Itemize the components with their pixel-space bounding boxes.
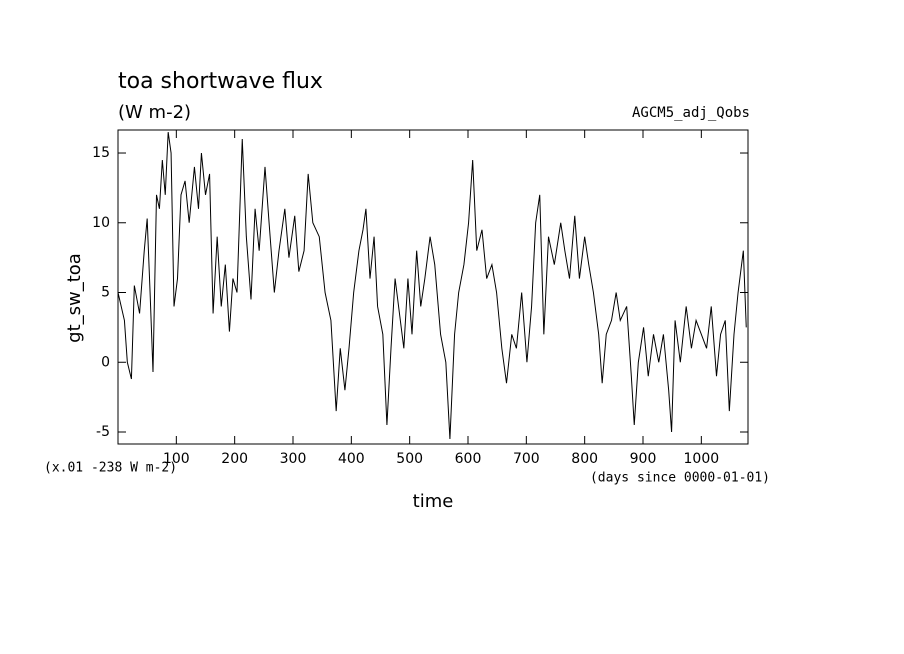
data-line [117, 132, 747, 440]
plot-frame [117, 129, 749, 445]
x-tick-label: 500 [396, 451, 423, 467]
x-tick-label: 400 [338, 451, 365, 467]
x-tick-label: 300 [280, 451, 307, 467]
x-tick-label: 100 [163, 451, 190, 467]
x-unit: (days since 0000-01-01) [590, 471, 770, 486]
y-tick-label: 5 [101, 285, 110, 301]
x-tick-label: 900 [630, 451, 657, 467]
x-tick-label: 600 [455, 451, 482, 467]
y-tick-label: 0 [101, 354, 110, 370]
y-tick-label: 15 [92, 145, 110, 161]
x-tick-label: 800 [571, 451, 598, 467]
y-tick-label: -5 [96, 424, 110, 440]
x-tick-label: 1000 [684, 451, 720, 467]
annotation: AGCM5_adj_Qobs [632, 105, 750, 121]
x-tick-label: 200 [221, 451, 248, 467]
x-tick-label: 700 [513, 451, 540, 467]
y-axis-label: gt_sw_toa [64, 253, 85, 343]
chart-title: toa shortwave flux [118, 69, 323, 94]
y-offset-note: (x.01 -238 W m-2) [44, 461, 177, 476]
chart-subtitle: (W m-2) [118, 102, 191, 123]
y-tick-label: 10 [92, 215, 110, 231]
x-axis-label: time [413, 491, 454, 512]
